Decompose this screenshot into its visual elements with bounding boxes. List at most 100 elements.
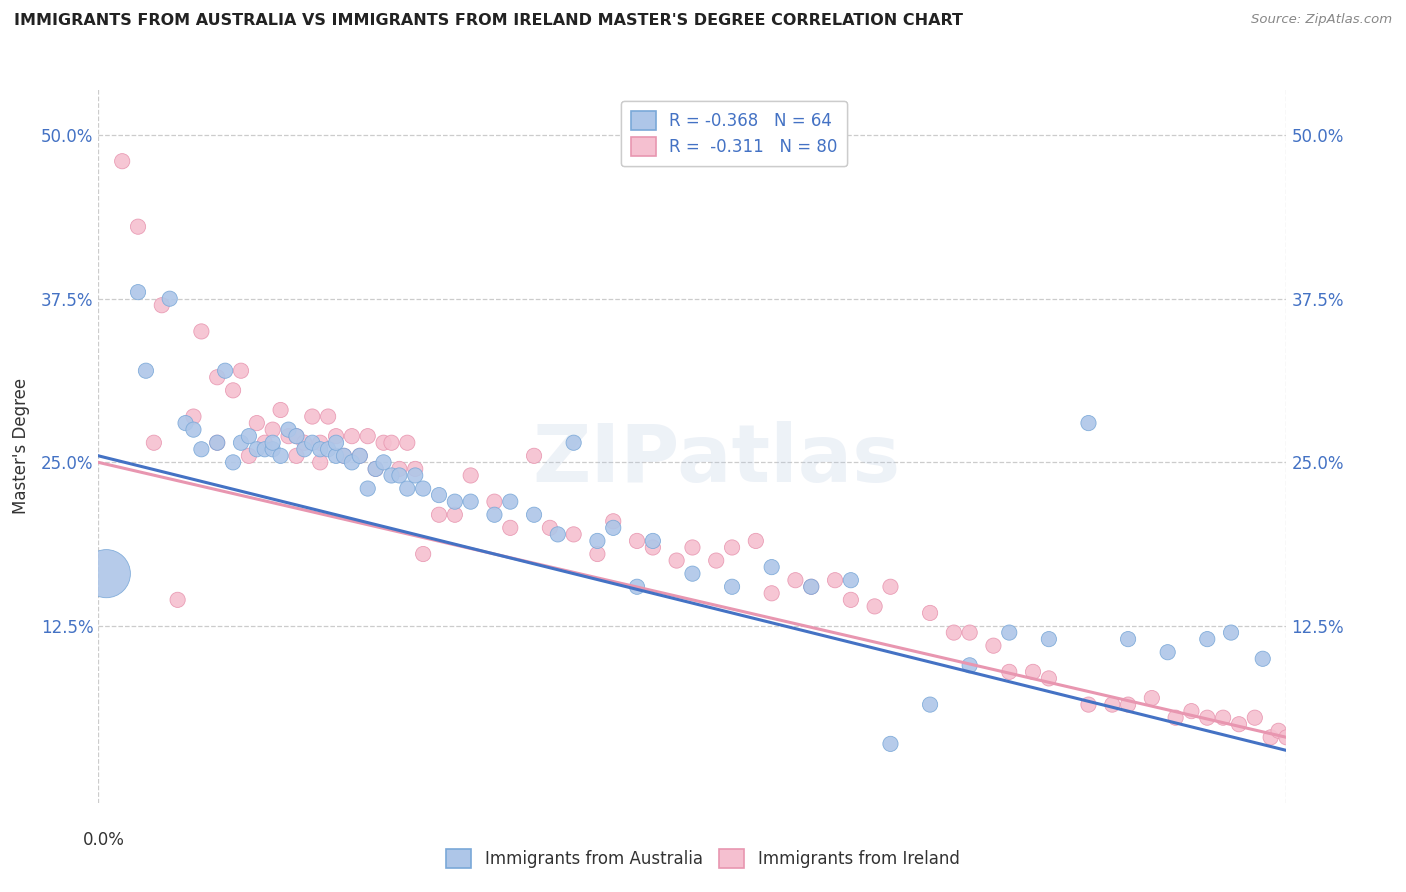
Point [1077,416,1099,430]
Point [340,429,363,443]
Point [285,429,308,443]
Point [270,449,292,463]
Point [1267,723,1289,738]
Point [301,435,323,450]
Point [1275,731,1298,745]
Point [135,364,157,378]
Point [704,553,727,567]
Point [586,547,609,561]
Text: ZIPatlas: ZIPatlas [531,421,900,500]
Point [761,560,783,574]
Point [839,573,862,587]
Point [309,435,332,450]
Point [959,625,981,640]
Point [523,449,546,463]
Point [586,533,609,548]
Point [111,154,134,169]
Point [800,580,823,594]
Point [207,435,229,450]
Point [214,364,236,378]
Point [373,455,395,469]
Point [238,449,260,463]
Point [357,482,380,496]
Point [325,435,347,450]
Point [253,442,276,457]
Point [127,219,149,234]
Point [641,533,664,548]
Point [190,442,212,457]
Point [1220,625,1243,640]
Point [824,573,846,587]
Point [166,592,188,607]
Point [246,442,269,457]
Point [682,541,704,555]
Point [444,494,467,508]
Point [641,541,664,555]
Point [340,455,363,469]
Point [396,435,419,450]
Point [292,442,315,457]
Point [800,580,823,594]
Point [309,442,332,457]
Point [238,429,260,443]
Point [396,482,419,496]
Point [1227,717,1250,731]
Point [1180,704,1202,718]
Point [309,455,332,469]
Point [150,298,173,312]
Point [602,521,624,535]
Point [745,533,768,548]
Point [942,625,965,640]
Point [1140,691,1163,706]
Point [761,586,783,600]
Point [349,449,371,463]
Point [959,658,981,673]
Point [285,429,308,443]
Point [174,416,197,430]
Point [1116,632,1139,647]
Point [1243,711,1265,725]
Point [484,494,506,508]
Point [484,508,506,522]
Point [388,468,411,483]
Point [222,455,245,469]
Point [325,449,347,463]
Point [404,468,426,483]
Point [920,698,942,712]
Point [207,435,229,450]
Point [285,449,308,463]
Point [183,409,205,424]
Point [1101,698,1123,712]
Point [1077,698,1099,712]
Point [1251,652,1274,666]
Y-axis label: Master's Degree: Master's Degree [11,378,30,514]
Point [207,370,229,384]
Point [183,423,205,437]
Point [427,508,450,522]
Point [879,580,901,594]
Point [499,494,522,508]
Point [538,521,561,535]
Point [721,580,744,594]
Point [142,435,165,450]
Point [262,435,284,450]
Point [863,599,886,614]
Point [292,435,315,450]
Point [785,573,807,587]
Point [602,514,624,528]
Point [333,449,356,463]
Point [1164,711,1187,725]
Point [357,429,380,443]
Point [373,435,395,450]
Point [1197,711,1219,725]
Point [270,403,292,417]
Point [721,541,744,555]
Point [998,665,1021,679]
Point [983,639,1005,653]
Point [253,435,276,450]
Point [388,462,411,476]
Point [562,527,585,541]
Point [626,580,648,594]
Point [333,449,356,463]
Point [879,737,901,751]
